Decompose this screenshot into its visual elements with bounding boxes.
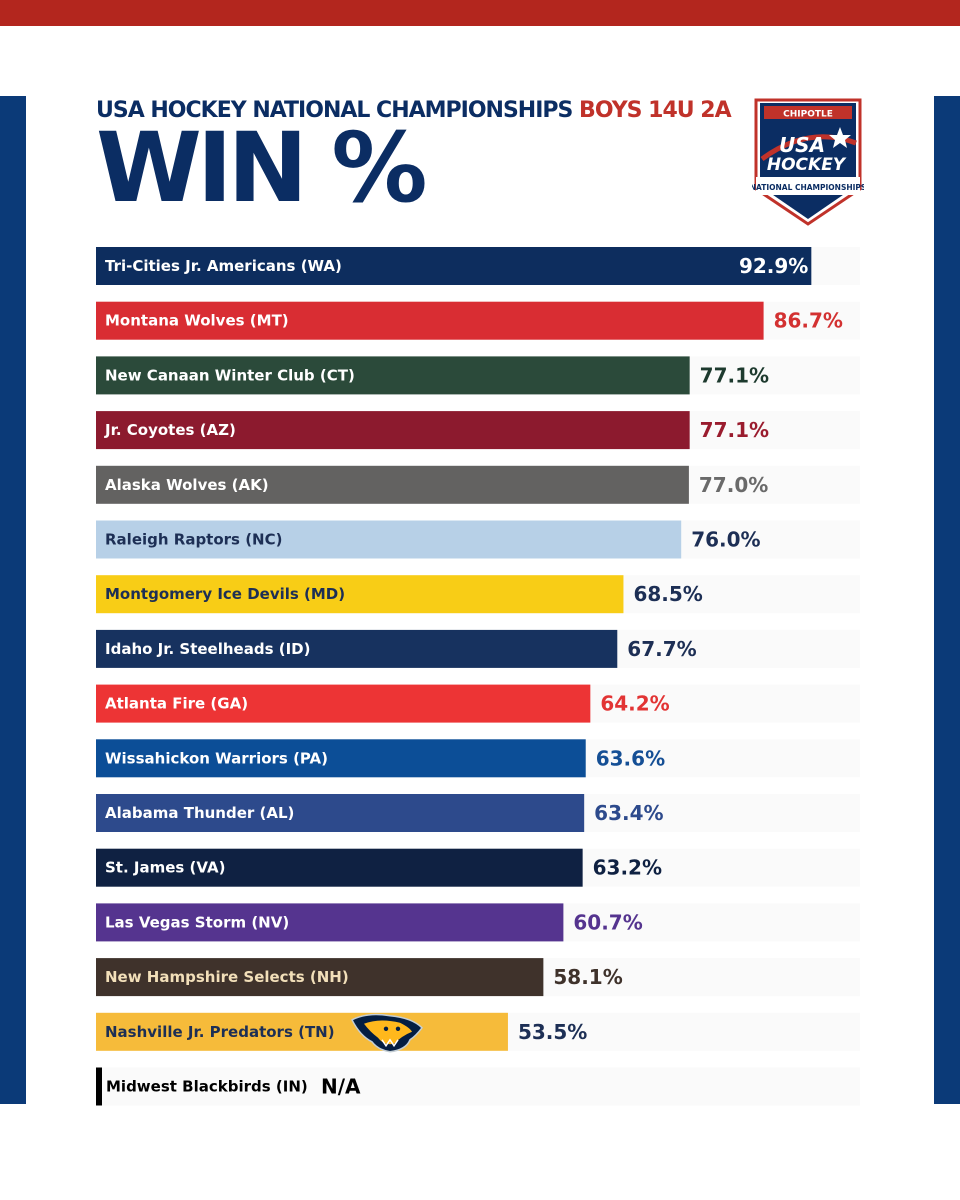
- bar-value-label: 76.0%: [691, 528, 760, 552]
- logo-line3: NATIONAL CHAMPIONSHIPS: [752, 183, 864, 192]
- chart-big-title: WIN %: [96, 112, 428, 224]
- bar-category-label: Wissahickon Warriors (PA): [105, 749, 328, 767]
- bar-category-label: Idaho Jr. Steelheads (ID): [105, 640, 310, 658]
- chart-header: USA HOCKEY NATIONAL CHAMPIONSHIPS BOYS 1…: [96, 98, 732, 123]
- bar-category-label: St. James (VA): [105, 859, 225, 877]
- bar-category-label: Nashville Jr. Predators (TN): [105, 1023, 335, 1041]
- bar-value-label: 63.2%: [593, 856, 662, 880]
- bar-value-label: 53.5%: [518, 1020, 587, 1044]
- bar-category-label: New Canaan Winter Club (CT): [105, 366, 355, 384]
- bar-value-label: 58.1%: [553, 965, 622, 989]
- logo-top-text: CHIPOTLE: [783, 110, 833, 120]
- bar-category-label: Montana Wolves (MT): [105, 312, 289, 330]
- bar: [96, 465, 689, 504]
- top-color-band: [0, 0, 960, 26]
- bar-value-label: 86.7%: [774, 309, 843, 333]
- bar-category-label: Atlanta Fire (GA): [105, 695, 248, 713]
- predators-logo-icon: [350, 1013, 423, 1053]
- bar-value-label: N/A: [321, 1075, 361, 1099]
- bar-value-label: 92.9%: [739, 254, 808, 278]
- bar-value-label: 77.0%: [699, 473, 768, 497]
- header-title-part2: BOYS 14U 2A: [579, 98, 732, 123]
- bar-category-label: Alabama Thunder (AL): [105, 804, 294, 822]
- bar: [96, 1067, 102, 1106]
- bar-value-label: 77.1%: [700, 363, 769, 387]
- bar: [96, 794, 585, 832]
- bar: [96, 629, 618, 668]
- usa-hockey-championships-logo: CHIPOTLE USA HOCKEY NATIONAL CHAMPIONSHI…: [752, 98, 864, 226]
- header-title-part1: USA HOCKEY NATIONAL CHAMPIONSHIPS: [96, 98, 573, 123]
- logo-line2: HOCKEY: [767, 155, 847, 175]
- bar: [96, 356, 690, 395]
- bar-category-label: New Hampshire Selects (NH): [105, 968, 349, 986]
- bar-category-label: Tri-Cities Jr. Americans (WA): [105, 257, 342, 275]
- bar: [96, 247, 812, 285]
- bar: [96, 903, 564, 942]
- bar: [96, 739, 586, 778]
- bar-value-label: 77.1%: [700, 418, 769, 442]
- bar-category-label: Montgomery Ice Devils (MD): [105, 585, 345, 603]
- bar: [96, 520, 682, 559]
- left-side-band: [0, 96, 26, 1104]
- bar: [96, 575, 624, 614]
- bar-category-label: Raleigh Raptors (NC): [105, 531, 282, 549]
- bar-value-label: 64.2%: [600, 692, 669, 716]
- bar-value-label: 67.7%: [627, 637, 696, 661]
- bar: [96, 684, 591, 723]
- bar: [96, 411, 690, 450]
- logo-line1: USA: [779, 133, 825, 157]
- bar-category-label: Jr. Coyotes (AZ): [104, 421, 236, 439]
- bar-value-label: 68.5%: [633, 582, 702, 606]
- bar-value-label: 63.4%: [594, 801, 663, 825]
- bar: [96, 301, 764, 340]
- bar: [96, 958, 544, 997]
- bar-category-label: Alaska Wolves (AK): [105, 476, 269, 494]
- bar-track: [96, 1067, 860, 1106]
- bar: [96, 848, 583, 887]
- bar-value-label: 63.6%: [596, 746, 665, 770]
- bar-category-label: Midwest Blackbirds (IN): [106, 1078, 308, 1096]
- bar-value-label: 60.7%: [573, 910, 642, 934]
- bar-category-label: Las Vegas Storm (NV): [105, 913, 289, 931]
- bar: [96, 1012, 508, 1051]
- right-side-band: [934, 96, 960, 1104]
